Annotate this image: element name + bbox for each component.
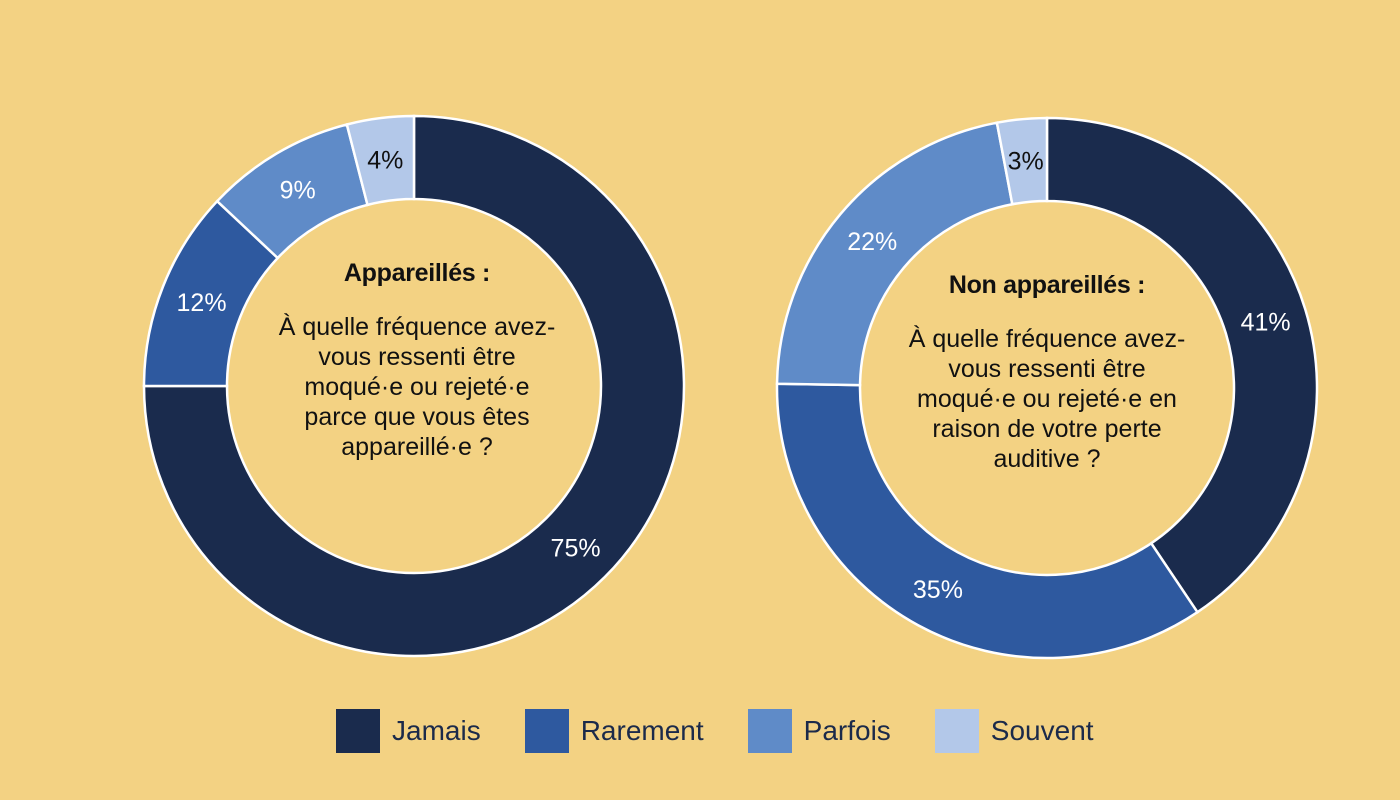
legend-swatch-parfois [747, 709, 792, 753]
donut-2-slice-jamais [1045, 116, 1319, 614]
donut-2-question: À quelle fréquence avez-vous ressenti êt… [908, 325, 1186, 473]
donut-1-center-text: Appareillés : À quelle fréquence avez-vo… [272, 258, 562, 462]
donut-2-slice-rarement [775, 382, 1200, 660]
legend-label-jamais: Jamais [392, 715, 481, 746]
donut-1-label-souvent: 4% [367, 146, 403, 174]
legend-label-parfois: Parfois [803, 715, 891, 746]
donut-1-title: Appareillés : [343, 259, 491, 287]
legend-item-rarement: Rarement [524, 709, 704, 753]
donut-1-label-rarement: 12% [177, 289, 227, 317]
legend-item-souvent: Souvent [934, 709, 1094, 753]
donut-2-center-text: Non appareillés : À quelle fréquence ave… [902, 270, 1192, 474]
donut-1-label-parfois: 9% [280, 176, 316, 204]
donut-1-slice-souvent [345, 114, 416, 207]
donut-1-question: À quelle fréquence avez-vous ressenti êt… [278, 313, 556, 461]
legend-label-rarement: Rarement [580, 715, 704, 746]
legend-label-souvent: Souvent [990, 715, 1094, 746]
legend-item-jamais: Jamais [336, 709, 481, 753]
legend-item-parfois: Parfois [747, 709, 891, 753]
donut-2-title: Non appareillés : [948, 271, 1146, 299]
donut-1-slice-jamais [142, 114, 686, 658]
donut-2-label-jamais: 41% [1241, 308, 1291, 336]
donut-2-label-parfois: 22% [847, 228, 897, 256]
donut-1-label-jamais: 75% [551, 535, 601, 563]
donut-2-slice-souvent [995, 116, 1049, 206]
legend-swatch-jamais [336, 709, 380, 753]
donut-2-label-rarement: 35% [913, 576, 963, 604]
legend-swatch-rarement [524, 709, 569, 753]
legend-swatch-souvent [934, 709, 979, 753]
donut-2-label-souvent: 3% [1008, 147, 1044, 175]
legend: Jamais Rarement Parfois Souvent [336, 707, 1094, 755]
